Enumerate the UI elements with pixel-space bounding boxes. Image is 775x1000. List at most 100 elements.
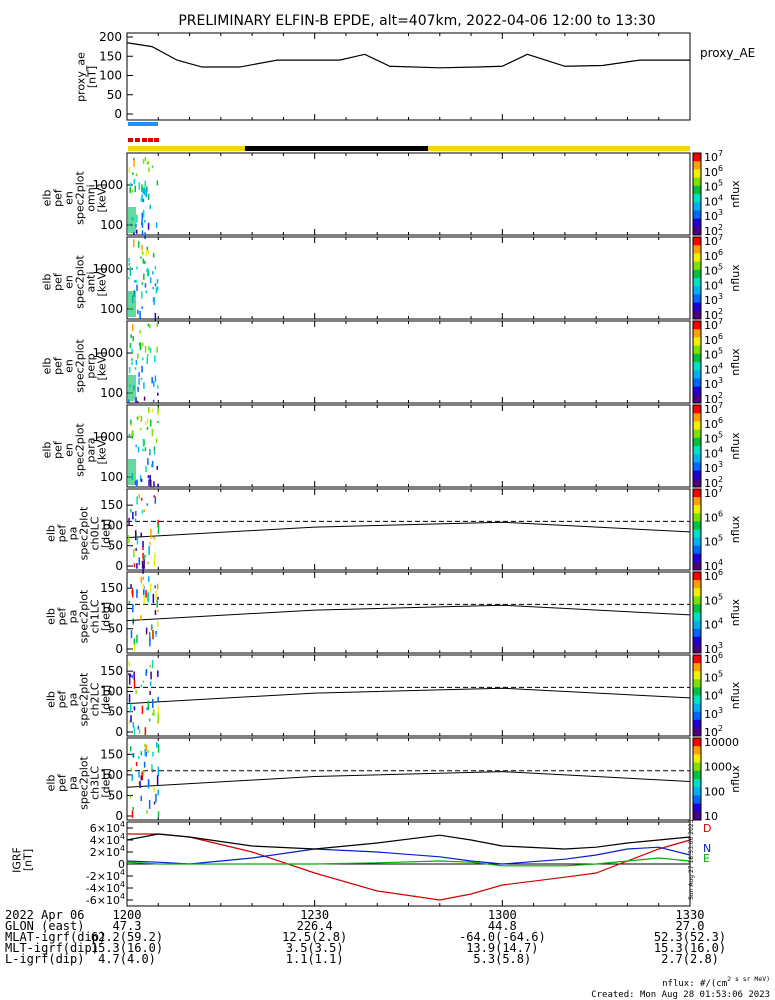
- spectrogram-pixel: [128, 675, 131, 685]
- colorbar-cell: [693, 713, 701, 717]
- spectrogram-pixel: [154, 553, 156, 559]
- colorbar-cell: [693, 766, 701, 770]
- spectrogram-pixel: [154, 265, 157, 270]
- colorbar-cell: [693, 411, 701, 414]
- colorbar-label-line: nflux: [729, 598, 742, 626]
- spectrogram-pixel: [133, 549, 135, 558]
- colorbar-cell: [693, 441, 701, 445]
- spectrogram-pixel: [135, 359, 138, 365]
- colorbar-cell: [693, 661, 701, 664]
- spectrogram-pixel: [140, 576, 143, 584]
- ae-y-tick-label: 0: [114, 107, 122, 121]
- spectrogram-pixel: [128, 258, 130, 263]
- colorbar-cell: [693, 618, 701, 622]
- colorbar-tick-label: 103: [704, 460, 723, 475]
- colorbar-cell: [693, 216, 701, 220]
- spectrogram-pixel: [130, 509, 132, 513]
- colorbar-cell: [693, 561, 701, 565]
- colorbar-cell: [693, 501, 701, 504]
- colorbar-cell: [693, 650, 701, 654]
- spectrogram-pixel: [157, 721, 159, 724]
- colorbar-cell: [693, 602, 701, 605]
- spectrogram-pixel: [141, 230, 144, 235]
- colorbar-cell: [693, 687, 701, 690]
- spectrogram-pixel: [153, 495, 155, 498]
- spectrogram-pixel: [133, 679, 136, 689]
- spectrogram-pixel: [137, 353, 139, 360]
- colorbar-cell: [693, 347, 701, 351]
- colorbar-cell: [693, 634, 701, 638]
- colorbar-cell: [693, 519, 701, 522]
- colorbar-cell: [693, 719, 701, 723]
- energy-tick-label: 100: [100, 218, 123, 232]
- colorbar-cell: [693, 574, 701, 577]
- colorbar-cell: [693, 364, 701, 367]
- colorbar-cell: [693, 155, 701, 158]
- colorbar-cell: [693, 202, 701, 205]
- spectrogram-pixel: [153, 481, 155, 487]
- spectrogram-pixel: [156, 742, 158, 748]
- spectrogram-pixel: [134, 644, 136, 652]
- spectrogram-pixel: [149, 448, 151, 456]
- colorbar-cell: [693, 671, 701, 674]
- colorbar-tick-label: 105: [704, 669, 723, 684]
- spectrogram-pixel: [149, 475, 151, 481]
- spectrogram-pixel: [142, 198, 145, 203]
- spectrogram-pixel: [154, 496, 157, 504]
- colorbar-cell: [693, 580, 701, 583]
- data-quality-bar: [128, 138, 133, 142]
- panel-y-axis-label-line: pef: [52, 188, 65, 207]
- spectrogram-pixel: [149, 204, 152, 210]
- igrf-legend-D: D: [703, 822, 711, 835]
- spectrogram-pixel: [149, 347, 152, 353]
- colorbar-cell: [693, 310, 701, 314]
- colorbar-cell: [693, 355, 701, 359]
- colorbar-cell: [693, 167, 701, 170]
- colorbar-cell: [693, 557, 701, 561]
- panel-y-axis-label-line: elb: [41, 358, 54, 375]
- spectrogram-pixel: [151, 408, 154, 413]
- colorbar-cell: [693, 183, 701, 187]
- spectrogram-pixel: [128, 694, 131, 703]
- spectrogram-pixel: [136, 479, 138, 488]
- colorbar-cell: [693, 241, 701, 244]
- panel-y-axis-label-line: en: [63, 275, 76, 289]
- spectrogram-pixel: [151, 461, 154, 468]
- colorbar: [693, 489, 701, 571]
- colorbar-cell: [693, 697, 701, 701]
- spectrogram-pixel: [146, 707, 148, 711]
- spectrogram-pixel: [132, 603, 134, 613]
- colorbar: [693, 405, 701, 488]
- spectrogram-pixel: [133, 239, 135, 248]
- spectrogram-pixel: [133, 706, 136, 711]
- colorbar-cell: [693, 368, 701, 371]
- igrf-tick-label: 2×104: [90, 844, 125, 859]
- spectrogram-pixel: [128, 459, 136, 485]
- pa-tick-label: 100: [100, 518, 123, 532]
- spectrogram-pixel: [128, 263, 131, 266]
- spectrogram-pixel: [152, 252, 155, 258]
- colorbar-frame: [692, 152, 702, 236]
- colorbar-cell: [693, 588, 701, 591]
- spectrogram-pixel: [136, 266, 138, 270]
- spectrogram-pixel: [145, 589, 147, 598]
- ae-y-axis-label-line: [nT]: [86, 66, 99, 88]
- panel-y-axis-label-line: pef: [52, 356, 65, 375]
- spectrogram-pixel: [144, 554, 146, 559]
- spectrogram-pixel: [149, 681, 152, 687]
- spectrogram-pixel: [139, 310, 141, 319]
- colorbar-cell: [693, 419, 701, 422]
- colorbar-cell: [693, 437, 701, 441]
- spectrogram-pixel: [157, 596, 159, 600]
- spectrogram-pixel: [140, 415, 143, 422]
- colorbar-cell: [693, 503, 701, 506]
- spectrogram-pixel: [147, 561, 149, 565]
- spectrogram-pixel: [142, 680, 145, 683]
- spectrogram-pixel: [155, 222, 158, 228]
- spectrogram-pixel: [146, 810, 148, 814]
- pa-tick-label: 0: [115, 809, 123, 823]
- spectrogram-pixel: [138, 377, 140, 385]
- spectrogram-pixel: [132, 172, 134, 176]
- proxy-ae-legend: proxy_AE: [700, 46, 755, 60]
